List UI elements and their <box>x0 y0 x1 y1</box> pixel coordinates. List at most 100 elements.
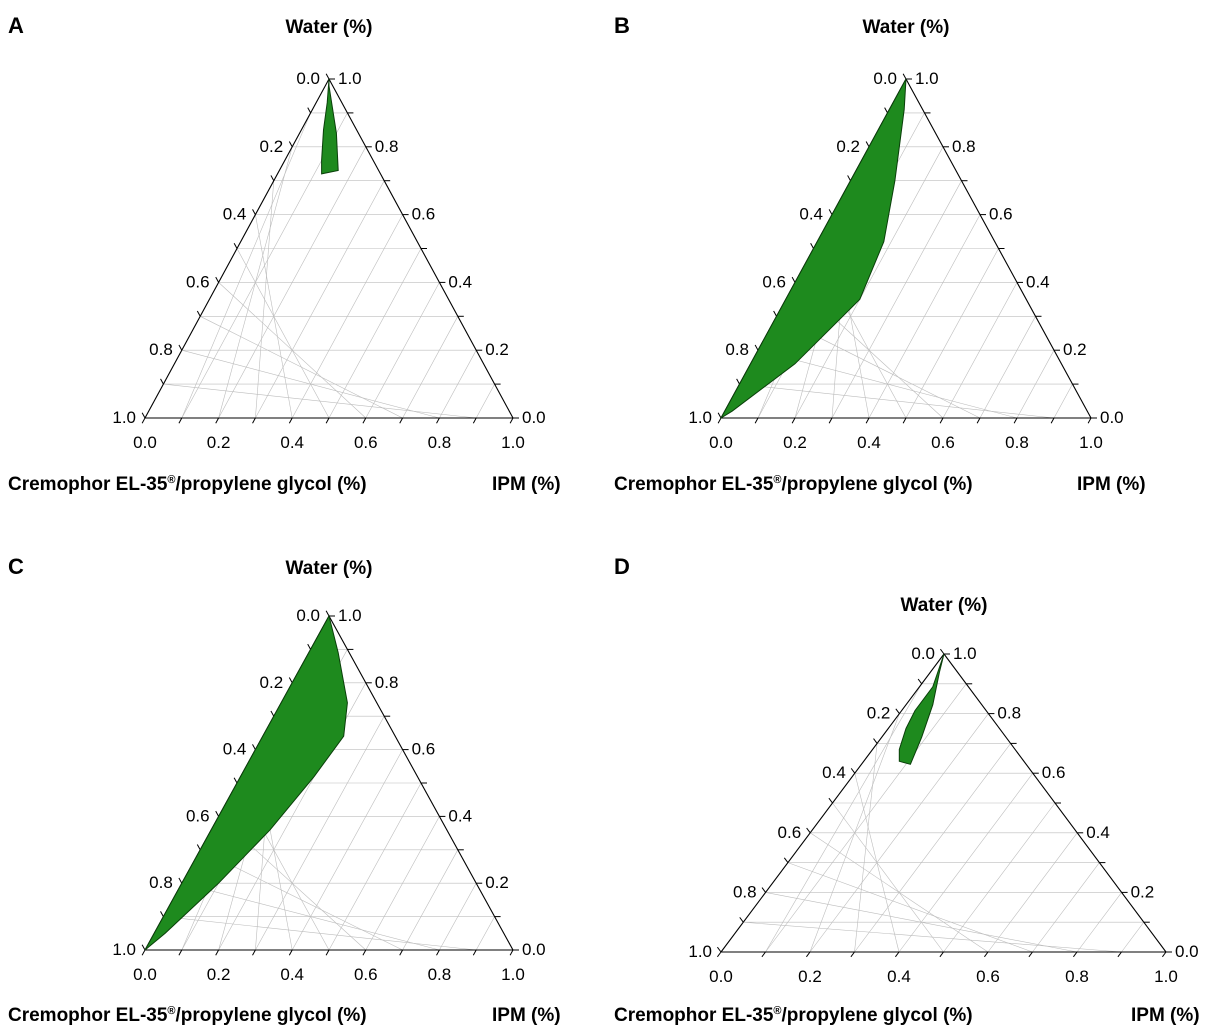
grid-line <box>163 916 477 951</box>
microemulsion-region <box>719 78 907 420</box>
tick-mark-left <box>307 107 312 114</box>
tick-mark-bottom <box>178 949 183 956</box>
tick-mark-bottom <box>509 949 514 956</box>
tick-label-right: 0.8 <box>997 704 1021 723</box>
grid-line <box>810 832 989 953</box>
tick-label-bottom: 0.6 <box>976 967 1000 986</box>
grid-line <box>942 282 1018 419</box>
grid-line <box>328 248 422 419</box>
tick-label-bottom: 0.2 <box>783 433 807 452</box>
tick-label-right: 0.4 <box>448 272 472 291</box>
grid-line <box>218 282 367 419</box>
ticks: 0.0 0.0 0.0 0.2 0.2 0.2 0.4 0.4 0.4 0.6 0.6 0.6 0.8 0… <box>112 69 545 452</box>
tick-label-bottom: 0.2 <box>798 967 822 986</box>
tick-mark-bottom <box>939 417 944 424</box>
tick-mark-left <box>160 378 164 385</box>
tick-mark-bottom <box>399 949 404 956</box>
tick-label-left: 0.8 <box>725 340 749 359</box>
tick-mark-left <box>773 310 777 317</box>
tick-mark-bottom <box>141 949 146 956</box>
tick-mark-bottom <box>362 949 367 956</box>
axis-title-top: Water (%) <box>286 558 373 579</box>
tick-mark-left <box>865 141 870 148</box>
grid-line <box>439 350 477 419</box>
tick-label-right: 0.2 <box>1063 340 1087 359</box>
panel-letter: C <box>8 554 24 579</box>
axis-title-top: Water (%) <box>863 17 950 38</box>
grid-line <box>439 883 477 951</box>
tick-mark-bottom <box>1013 417 1018 424</box>
grid-line <box>255 180 385 419</box>
grid-line <box>1032 862 1100 953</box>
axis-title-top: Water (%) <box>901 595 988 616</box>
tick-label-right: 0.6 <box>412 740 436 759</box>
grid-line <box>200 316 403 419</box>
tick-label-left: 0.4 <box>822 763 846 782</box>
tick-mark-left <box>196 844 201 851</box>
tick-label-left: 0.0 <box>296 69 320 88</box>
tick-mark-left <box>917 678 923 685</box>
tick-label-bottom: 0.0 <box>133 965 157 984</box>
tick-label-right: 1.0 <box>338 69 362 88</box>
grid-line <box>1121 922 1145 953</box>
tick-label-right: 0.6 <box>412 205 436 224</box>
tick-label-right: 0.8 <box>375 673 399 692</box>
tick-label-right: 1.0 <box>338 606 362 625</box>
tick-label-bottom: 0.8 <box>428 433 452 452</box>
tick-label-left: 0.6 <box>186 272 210 291</box>
panel-a: 0.0 0.0 0.0 0.2 0.2 0.2 0.4 0.4 0.4 0.6 0.6 0.6 0.8 0… <box>8 13 561 495</box>
tick-mark-left <box>325 73 330 80</box>
axis-title-bottom-right: IPM (%) <box>492 1005 561 1025</box>
tick-mark-bottom <box>325 417 330 424</box>
tick-label-left: 0.8 <box>149 340 173 359</box>
tick-mark-bottom <box>976 417 981 424</box>
ticks: 0.0 0.0 0.0 0.2 0.2 0.2 0.4 0.4 0.4 0.6 0.6 0.6 0.8 0… <box>688 69 1123 452</box>
tick-label-right: 0.8 <box>375 137 399 156</box>
grid-line <box>831 180 962 419</box>
tick-mark-left <box>270 710 275 717</box>
tick-mark-bottom <box>252 417 256 424</box>
grid-line <box>1053 383 1073 419</box>
tick-label-bottom: 0.6 <box>931 433 955 452</box>
ticks: 0.0 0.0 0.0 0.2 0.2 0.2 0.4 0.4 0.4 0.6 0.6 0.6 0.8 0… <box>112 606 545 984</box>
tick-mark-bottom <box>215 417 220 424</box>
tick-label-left: 0.0 <box>873 69 897 88</box>
tick-mark-bottom <box>141 417 146 424</box>
tick-label-bottom: 0.4 <box>857 433 881 452</box>
tick-mark-left <box>252 209 256 215</box>
tick-label-bottom: 0.6 <box>354 433 378 452</box>
tick-mark-bottom <box>1117 951 1122 958</box>
tick-mark-bottom <box>939 951 944 958</box>
tick-mark-left <box>233 242 238 249</box>
tick-label-bottom: 0.4 <box>280 965 304 984</box>
tick-mark-bottom <box>215 949 220 956</box>
grid-line <box>765 892 1078 953</box>
tick-label-bottom: 0.2 <box>207 433 231 452</box>
tick-label-bottom: 0.4 <box>887 967 911 986</box>
grid-line <box>475 383 495 419</box>
panel-b: 0.0 0.0 0.0 0.2 0.2 0.2 0.4 0.4 0.4 0.6 0.6 0.6 0.8 0… <box>614 13 1146 495</box>
tick-mark-left <box>178 877 183 884</box>
tick-label-left: 0.6 <box>778 823 802 842</box>
grid-line <box>475 916 495 951</box>
grid <box>743 683 1145 953</box>
panel-letter: B <box>614 13 630 38</box>
tick-mark-left <box>215 276 220 283</box>
tick-label-left: 0.0 <box>296 606 320 625</box>
grid-line <box>402 849 459 951</box>
tick-mark-left <box>233 777 238 784</box>
tick-mark-bottom <box>325 949 330 956</box>
tick-label-right: 0.0 <box>522 940 546 959</box>
tick-mark-left <box>847 175 851 181</box>
tick-mark-left <box>270 175 275 181</box>
tick-mark-left <box>810 242 814 249</box>
tick-mark-left <box>160 911 164 917</box>
grid-line <box>979 316 1036 419</box>
tick-label-bottom: 0.0 <box>133 433 157 452</box>
panel-c: 0.0 0.0 0.0 0.2 0.2 0.2 0.4 0.4 0.4 0.6 0.6 0.6 0.8 0… <box>8 554 561 1025</box>
tick-label-right: 0.2 <box>485 340 509 359</box>
tick-label-left: 0.6 <box>186 806 210 825</box>
tick-mark-left <box>873 738 878 744</box>
tick-label-left: 0.2 <box>260 137 284 156</box>
